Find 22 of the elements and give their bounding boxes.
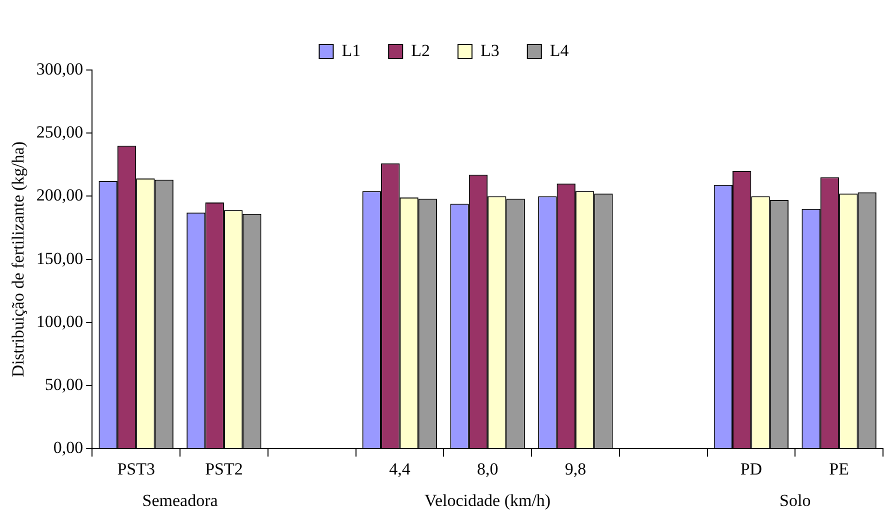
legend-label: L1 <box>342 40 361 60</box>
x-tick-label: PST2 <box>205 459 243 478</box>
x-tick-label: PD <box>740 459 762 478</box>
y-tick-label: 100,00 <box>36 312 84 331</box>
y-tick-label: 200,00 <box>36 186 84 205</box>
x-tick-label: PE <box>829 459 849 478</box>
y-tick-label: 150,00 <box>36 248 84 268</box>
x-tick-label: 4,4 <box>389 459 411 478</box>
x-tick-label: 9,8 <box>564 459 586 478</box>
y-tick-label: 300,00 <box>36 59 84 78</box>
y-tick-label: 250,00 <box>36 122 84 142</box>
y-tick-label: 50,00 <box>44 374 84 394</box>
y-axis-title: Distribuição de fertilizante (kg/ha) <box>8 142 28 378</box>
legend-label: L3 <box>480 40 500 60</box>
legend-label: L2 <box>411 40 430 60</box>
x-tick-label: PST3 <box>117 459 155 478</box>
legend-label: L4 <box>550 40 570 60</box>
text: Velocidade (km/h) <box>424 490 551 510</box>
y-tick-label: 0,00 <box>53 438 84 458</box>
text: Solo <box>780 490 811 510</box>
x-tick-label: 8,0 <box>476 459 498 478</box>
text: Semeadora <box>142 490 218 510</box>
